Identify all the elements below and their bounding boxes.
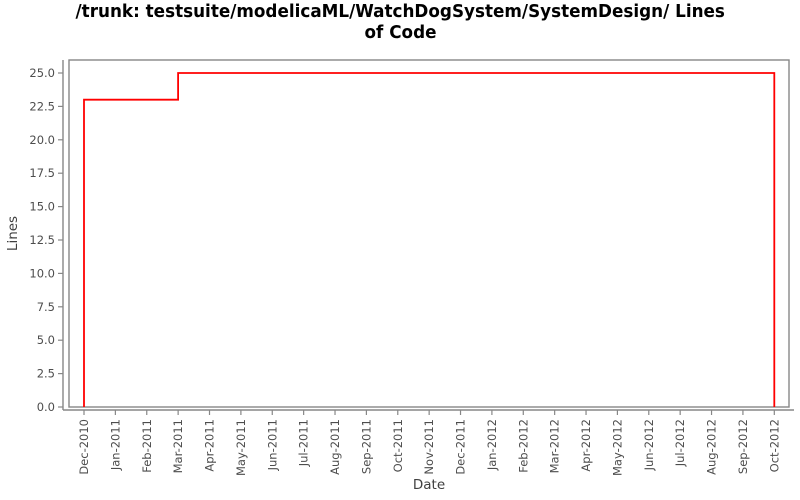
x-tick-label: May-2012 — [610, 419, 624, 476]
x-tick-label: Dec-2010 — [77, 419, 91, 475]
x-tick-label: May-2011 — [234, 419, 248, 476]
x-tick-label: Feb-2012 — [516, 419, 530, 473]
y-tick-label: 0.0 — [37, 400, 55, 414]
x-tick-label: Jan-2012 — [485, 419, 499, 471]
x-tick-label: Jan-2011 — [108, 419, 122, 471]
y-tick-label: 5.0 — [37, 333, 55, 347]
y-tick-label: 2.5 — [37, 367, 55, 381]
chart-title: /trunk: testsuite/modelicaML/WatchDogSys… — [0, 2, 800, 44]
y-axis-title: Lines — [5, 216, 21, 251]
x-tick-label: Nov-2011 — [422, 419, 436, 475]
y-tick-label: 22.5 — [29, 99, 55, 113]
x-tick-label: Apr-2012 — [579, 419, 593, 472]
x-tick-label: Aug-2012 — [705, 419, 719, 475]
x-tick-label: Jun-2011 — [265, 419, 279, 471]
x-axis-title: Date — [413, 477, 445, 493]
y-tick-label: 20.0 — [29, 133, 55, 147]
y-tick-label: 10.0 — [29, 266, 55, 280]
x-tick-label: Sep-2012 — [736, 419, 750, 474]
chart-title-line2: of Code — [364, 23, 436, 43]
x-tick-label: Jun-2012 — [642, 419, 656, 471]
x-tick-label: Dec-2011 — [454, 419, 468, 475]
x-tick-label: Oct-2011 — [391, 419, 405, 472]
y-tick-label: 15.0 — [29, 200, 55, 214]
x-tick-label: Aug-2011 — [328, 419, 342, 475]
x-tick-label: Feb-2011 — [140, 419, 154, 473]
y-tick-label: 12.5 — [29, 233, 55, 247]
x-tick-label: Mar-2012 — [548, 419, 562, 473]
y-tick-label: 17.5 — [29, 166, 55, 180]
chart-title-line1: /trunk: testsuite/modelicaML/WatchDogSys… — [75, 2, 725, 22]
x-tick-label: Sep-2011 — [359, 419, 373, 474]
x-tick-label: Mar-2011 — [171, 419, 185, 473]
y-tick-label: 7.5 — [37, 300, 55, 314]
x-tick-label: Jul-2012 — [673, 419, 687, 467]
x-tick-label: Jul-2011 — [297, 419, 311, 467]
loc-series-line — [83, 72, 776, 407]
x-tick-label: Oct-2012 — [767, 419, 781, 472]
y-tick-label: 25.0 — [29, 66, 55, 80]
plot-border — [68, 59, 790, 408]
x-tick-label: Apr-2011 — [203, 419, 217, 472]
